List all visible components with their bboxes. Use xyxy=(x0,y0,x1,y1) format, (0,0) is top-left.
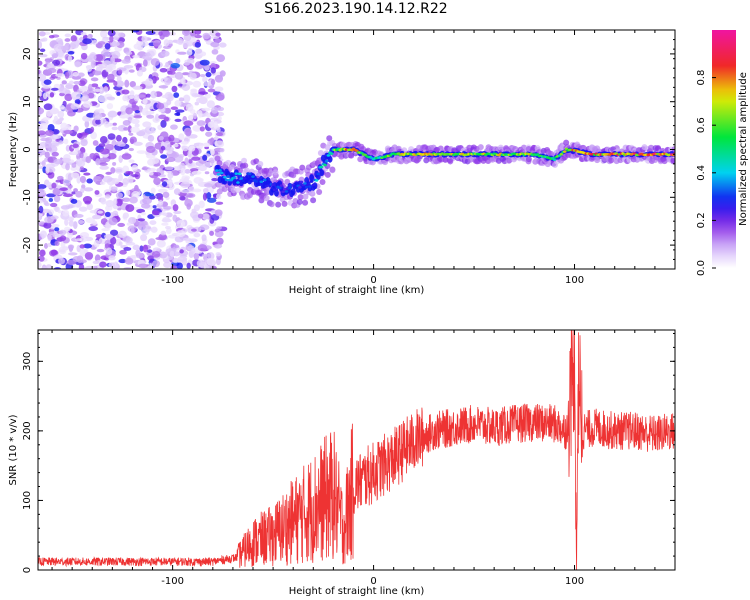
colorbar: 0.0 0.2 0.4 0.6 0.8 Normalized spectral ampli… xyxy=(696,30,749,276)
y-tick-label: 20 xyxy=(22,48,33,61)
colorbar-gradient xyxy=(712,30,736,268)
colorbar-tick-label: 0.2 xyxy=(696,212,707,228)
y-tick-label: 300 xyxy=(22,352,33,371)
y-tick-label: -20 xyxy=(22,237,33,253)
y-tick-label: 0 xyxy=(22,146,33,152)
x-tick-label: 0 xyxy=(370,576,376,587)
y-axis-label: Frequency (Hz) xyxy=(8,112,19,188)
x-tick-label: 100 xyxy=(565,275,584,286)
chart-title: S166.2023.190.14.12.R22 xyxy=(264,1,448,17)
snr-series-line xyxy=(38,330,675,570)
x-axis-label: Height of straight line (km) xyxy=(289,586,425,597)
x-tick-label: 100 xyxy=(565,576,584,587)
colorbar-tick-label: 0.6 xyxy=(696,117,707,133)
colorbar-tick-label: 0.8 xyxy=(696,70,707,86)
x-tick-label: 0 xyxy=(370,275,376,286)
y-tick-label: -10 xyxy=(22,189,33,205)
x-tick-label: -100 xyxy=(161,275,184,286)
colorbar-label: Normalized spectral amplitude xyxy=(738,72,749,226)
y-axis-label: SNR (10 * v/v) xyxy=(8,414,19,485)
spectrogram-image xyxy=(38,30,675,269)
colorbar-tick-label: 0.4 xyxy=(696,165,707,181)
x-tick-label: -100 xyxy=(161,576,184,587)
y-tick-label: 200 xyxy=(22,421,33,440)
snr-panel: -100 0 100 0 100 200 300 Height of straight lin… xyxy=(8,329,676,597)
y-tick-label: 100 xyxy=(22,491,33,510)
y-tick-label: 0 xyxy=(22,567,33,573)
colorbar-tick-label: 0.0 xyxy=(696,260,707,276)
y-tick-label: 10 xyxy=(22,95,33,108)
x-axis-label: Height of straight line (km) xyxy=(289,285,425,296)
snr-frame xyxy=(37,329,676,571)
